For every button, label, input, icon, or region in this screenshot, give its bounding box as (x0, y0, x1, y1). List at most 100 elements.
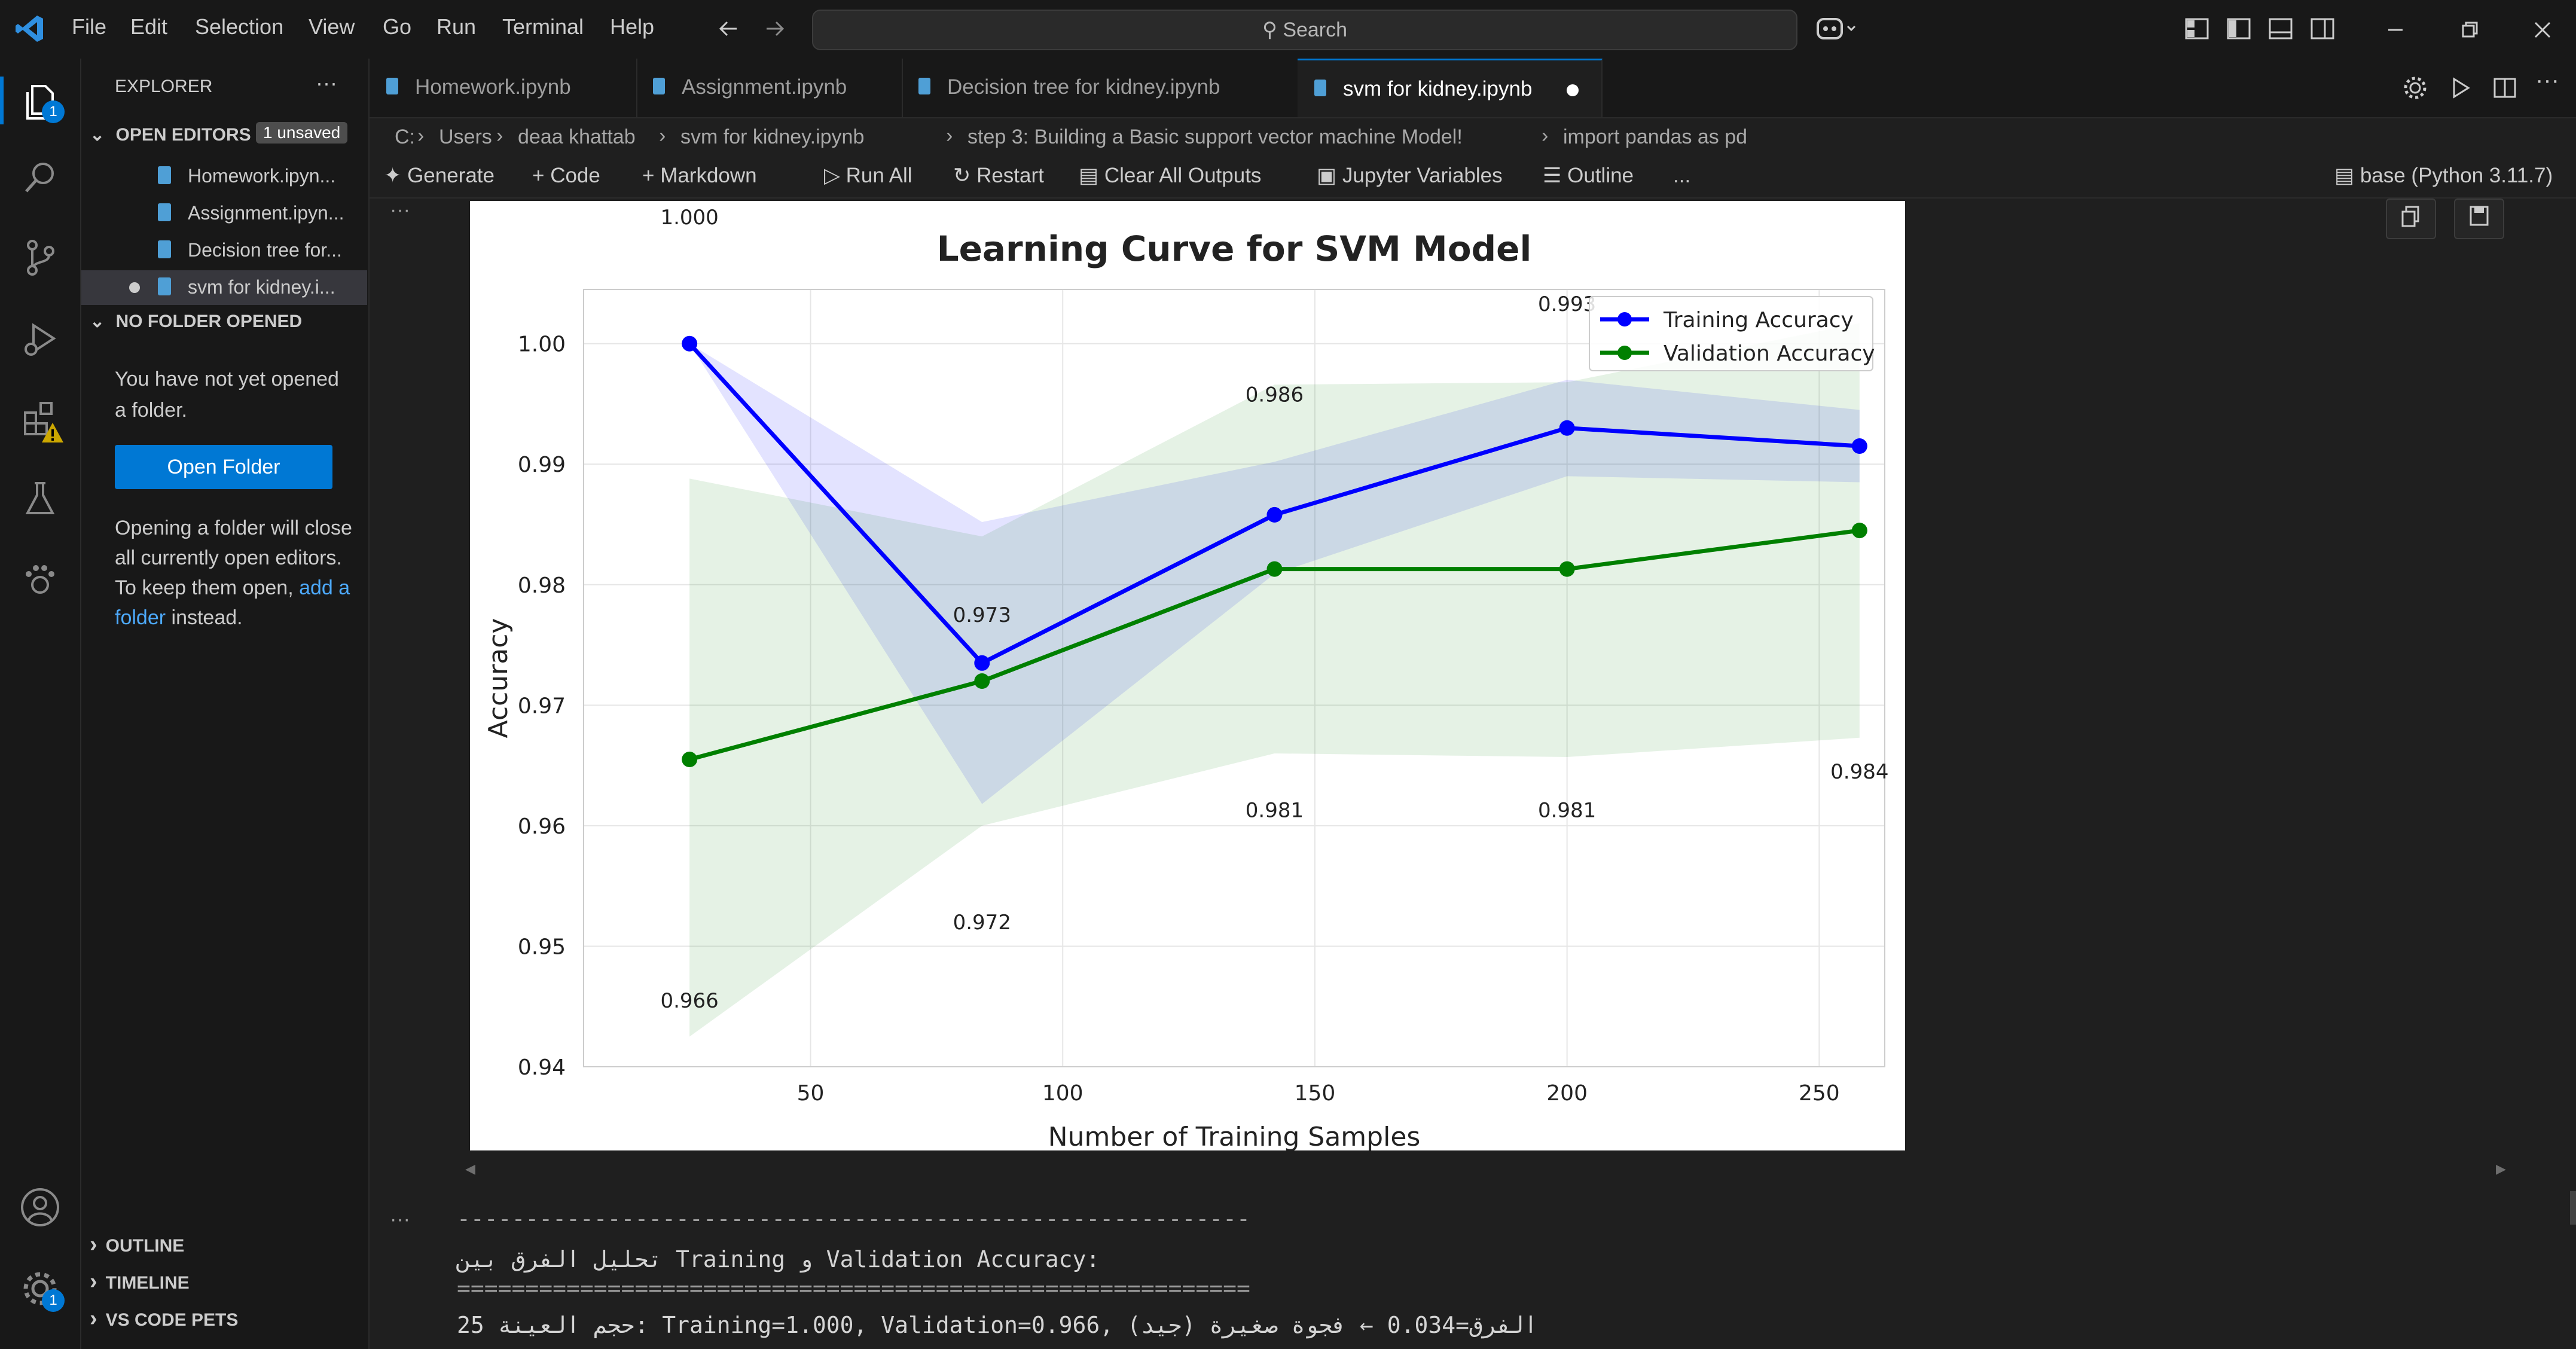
add-folder-link[interactable]: add a folder (115, 576, 350, 629)
back-arrow-icon[interactable] (716, 17, 740, 41)
output-more-icon[interactable]: ··· (390, 1208, 410, 1231)
unsaved-badge: 1 unsaved (256, 122, 348, 144)
menu-file[interactable]: File (72, 14, 107, 39)
minimize-icon[interactable] (2383, 18, 2407, 42)
testing-flask-icon[interactable] (18, 477, 62, 521)
toggle-secondary-sidebar-icon[interactable] (2309, 16, 2336, 42)
breadcrumb-item[interactable]: Users (439, 126, 492, 148)
unsaved-dot-icon[interactable] (129, 282, 140, 293)
breadcrumb: C: › Users › deaa khattab › svm for kidney.ipy… (370, 118, 2576, 155)
scroll-left-icon[interactable]: ◀ (465, 1161, 475, 1176)
data-label: 0.981 (1538, 799, 1596, 823)
open-folder-button[interactable]: Open Folder (115, 445, 332, 489)
chart-title: Learning Curve for SVM Model (937, 228, 1532, 269)
vscode-logo-icon (16, 16, 43, 42)
data-label: 0.973 (953, 603, 1011, 627)
restore-icon[interactable] (2458, 18, 2482, 42)
data-label: 0.972 (953, 911, 1011, 935)
confidence-band-validation (689, 323, 1860, 1037)
extensions-icon[interactable] (18, 397, 62, 441)
unsaved-dot-icon[interactable] (1567, 84, 1579, 96)
section-vs-code-pets[interactable]: › VS CODE PETS (90, 1306, 238, 1332)
close-window-icon[interactable] (2531, 18, 2554, 42)
menu-edit[interactable]: Edit (130, 14, 168, 39)
variables-label: Jupyter Variables (1342, 164, 1503, 187)
editor-more-icon[interactable]: ··· (2535, 67, 2559, 93)
run-play-icon[interactable] (2447, 74, 2474, 102)
vertical-scrollbar[interactable] (2570, 1191, 2576, 1225)
breadcrumb-separator-icon: › (1542, 124, 1549, 147)
breadcrumb-item[interactable]: import pandas as pd (1563, 126, 1748, 148)
menu-selection[interactable]: Selection (195, 14, 284, 39)
x-tick-label: 250 (1799, 1081, 1840, 1106)
toggle-primary-sidebar-icon[interactable] (2226, 16, 2252, 42)
restart-label: Restart (976, 164, 1044, 187)
chevron-right-icon: › (90, 1232, 97, 1257)
command-center-search[interactable]: ⚲ Search (812, 10, 1797, 50)
tab-4[interactable]: svm for kidney.ipynb (1298, 59, 1603, 117)
split-editor-icon[interactable] (2491, 74, 2519, 102)
copilot-icon[interactable] (1815, 13, 1861, 44)
menu-go[interactable]: Go (383, 14, 412, 39)
run-debug-icon[interactable] (18, 317, 62, 361)
toolbar-more-button[interactable]: ... (1673, 164, 1691, 187)
add-markdown-button[interactable]: + Markdown (642, 164, 757, 188)
menu-help[interactable]: Help (610, 14, 655, 39)
pets-icon[interactable] (18, 557, 62, 602)
cell-more-icon[interactable]: ··· (390, 199, 410, 221)
search-view-icon[interactable] (18, 155, 62, 200)
jupyter-variables-button[interactable]: ▣ Jupyter Variables (1317, 164, 1503, 188)
gear-icon[interactable] (2401, 74, 2429, 102)
breadcrumb-item[interactable]: C: (395, 126, 415, 148)
x-tick-label: 50 (797, 1081, 825, 1106)
source-control-icon[interactable] (18, 236, 62, 280)
notebook-file-icon (386, 78, 398, 94)
no-folder-header[interactable]: ⌄ NO FOLDER OPENED (90, 311, 302, 332)
section-timeline[interactable]: › TIMELINE (90, 1269, 190, 1295)
section-outline[interactable]: › OUTLINE (90, 1232, 184, 1258)
open-editor-item[interactable]: Decision tree for... (81, 233, 367, 268)
restart-button[interactable]: ↻ Restart (953, 164, 1044, 188)
breadcrumb-item[interactable]: step 3: Building a Basic support vector … (967, 126, 1463, 148)
tab-3[interactable]: Decision tree for kidney.ipynb (902, 59, 1299, 117)
add-code-button[interactable]: + Code (532, 164, 600, 188)
generate-button[interactable]: ✦ Generate (384, 164, 495, 188)
breadcrumb-item[interactable]: deaa khattab (518, 126, 636, 148)
section-label: VS CODE PETS (105, 1310, 239, 1330)
legend-marker (1617, 312, 1632, 326)
open-editors-header[interactable]: ⌄ OPEN EDITORS (90, 124, 251, 145)
open-editor-item[interactable]: Homework.ipyn... (81, 159, 367, 194)
breadcrumb-item[interactable]: svm for kidney.ipynb (680, 126, 865, 148)
x-tick-label: 100 (1042, 1081, 1083, 1106)
data-label: 1.000 (660, 206, 718, 230)
menu-terminal[interactable]: Terminal (502, 14, 584, 39)
legend-label: Training Accuracy (1663, 308, 1854, 332)
open-editor-item[interactable]: Assignment.ipyn... (81, 196, 367, 231)
forward-arrow-icon[interactable] (763, 17, 787, 41)
copy-output-button[interactable] (2386, 199, 2436, 239)
settings-gear-icon[interactable] (18, 1266, 62, 1311)
run-all-button[interactable]: ▷ Run All (824, 164, 912, 188)
toggle-panel-icon[interactable] (2267, 16, 2294, 42)
chart-svg: 50 100 150 200 250 0.94 0.95 0.96 0.97 0.98 0.99 1.… (483, 206, 1889, 1152)
customize-layout-icon[interactable] (2184, 16, 2210, 42)
outline-button[interactable]: ☰ Outline (1543, 164, 1634, 188)
tab-2[interactable]: Assignment.ipynb (636, 59, 903, 117)
clear-outputs-button[interactable]: ▤ Clear All Outputs (1079, 164, 1261, 188)
generate-label: Generate (407, 164, 495, 187)
open-editor-item[interactable]: svm for kidney.i... (81, 270, 367, 305)
accounts-icon[interactable] (18, 1185, 62, 1229)
more-actions-icon[interactable]: ··· (316, 71, 337, 95)
kernel-picker[interactable]: ▤ base (Python 3.11.7) (2334, 164, 2553, 188)
save-output-button[interactable] (2454, 199, 2504, 239)
menu-run[interactable]: Run (437, 14, 477, 39)
activity-bar: 1 1 (0, 59, 81, 1349)
scroll-right-icon[interactable]: ▶ (2496, 1161, 2506, 1176)
section-label: OUTLINE (105, 1236, 185, 1256)
tab-1[interactable]: Homework.ipynb (370, 59, 637, 117)
notebook-file-icon (158, 203, 171, 221)
data-label: 0.986 (1246, 383, 1304, 407)
y-tick-label: 0.98 (518, 573, 566, 598)
menu-view[interactable]: View (309, 14, 355, 39)
copy-icon (2401, 206, 2419, 227)
